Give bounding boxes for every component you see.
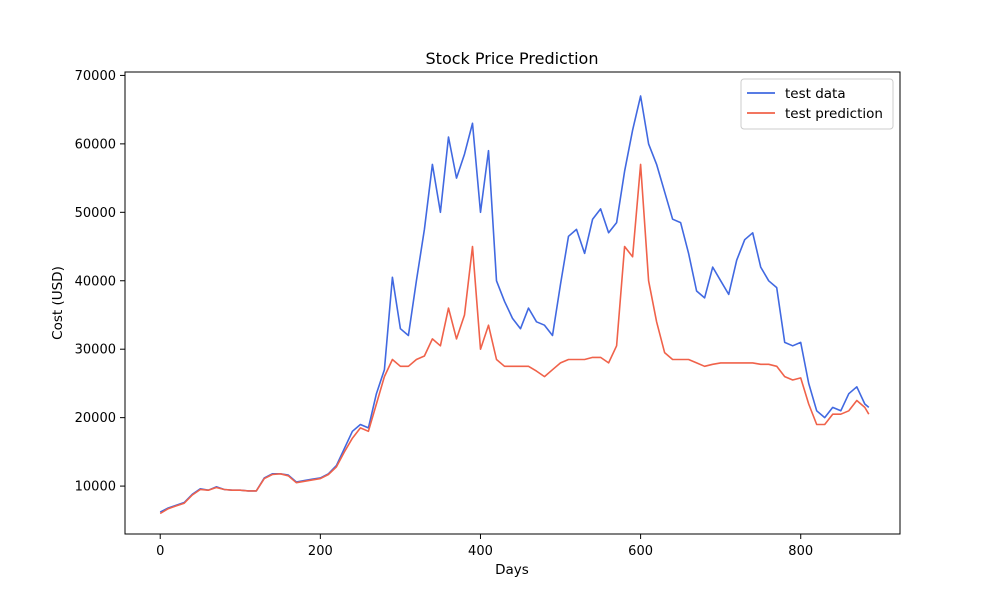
plot-frame xyxy=(124,71,901,535)
y-tick-label: 20000 xyxy=(75,411,116,426)
y-tick-label: 40000 xyxy=(75,274,116,289)
series-layer xyxy=(159,95,870,515)
x-axis-label: Days xyxy=(495,562,529,578)
legend-label-2: test prediction xyxy=(785,106,883,122)
x-tick-label: 0 xyxy=(156,544,164,559)
x-tick-label: 600 xyxy=(628,544,653,559)
series-line-2 xyxy=(159,163,870,515)
chart-title: Stock Price Prediction xyxy=(426,49,599,68)
x-tick-label: 800 xyxy=(788,544,813,559)
plot-area xyxy=(125,72,900,534)
x-tick-label: 200 xyxy=(308,544,333,559)
legend-label-1: test data xyxy=(785,86,846,102)
y-tick-label: 10000 xyxy=(75,480,116,495)
y-tick-label: 70000 xyxy=(75,69,116,84)
y-tick-label: 60000 xyxy=(75,137,116,152)
axes-layer: 0 200 400 600 800 10000 20000 30000 40000 50000 60… xyxy=(75,69,813,559)
y-tick-label: 50000 xyxy=(75,206,116,221)
legend: test data test prediction xyxy=(740,78,894,130)
legend-box xyxy=(740,78,894,130)
y-axis-label: Cost (USD) xyxy=(50,266,66,340)
y-tick-label: 30000 xyxy=(75,343,116,358)
x-tick-label: 400 xyxy=(468,544,493,559)
